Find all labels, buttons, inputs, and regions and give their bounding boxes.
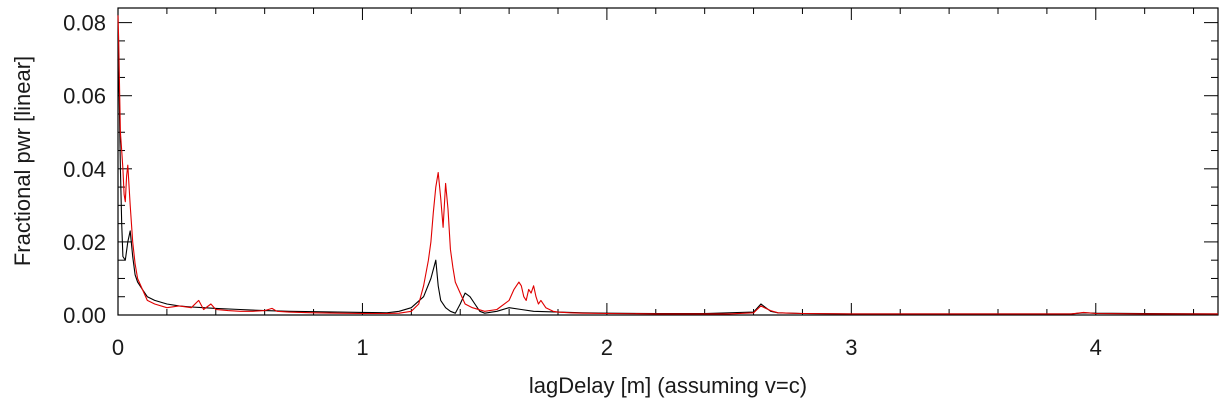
- series-line-black: [117, 59, 1219, 315]
- y-tick-label: 0.06: [63, 84, 106, 109]
- x-tick-label: 3: [845, 335, 857, 360]
- axis-ticks: [117, 8, 1218, 316]
- y-tick-label: 0.04: [63, 157, 106, 182]
- y-tick-labels: 0.00 0.02 0.04 0.06 0.08: [63, 11, 106, 328]
- y-tick-label: 0.08: [63, 11, 106, 36]
- x-axis-title: lagDelay [m] (assuming v=c): [529, 373, 807, 398]
- series-lines: [117, 15, 1219, 315]
- y-tick-label: 0.02: [63, 230, 106, 255]
- y-tick-label: 0.00: [63, 303, 106, 328]
- x-tick-label: 0: [112, 335, 124, 360]
- x-tick-label: 2: [601, 335, 613, 360]
- plot-frame: [117, 7, 1219, 316]
- series-line-red: [117, 15, 1218, 315]
- x-tick-label: 4: [1090, 335, 1102, 360]
- x-tick-label: 1: [356, 335, 368, 360]
- plot-area: [117, 7, 1219, 316]
- x-tick-labels: 0 1 2 3 4: [112, 335, 1102, 360]
- y-axis-title: Fractional pwr [linear]: [10, 56, 35, 266]
